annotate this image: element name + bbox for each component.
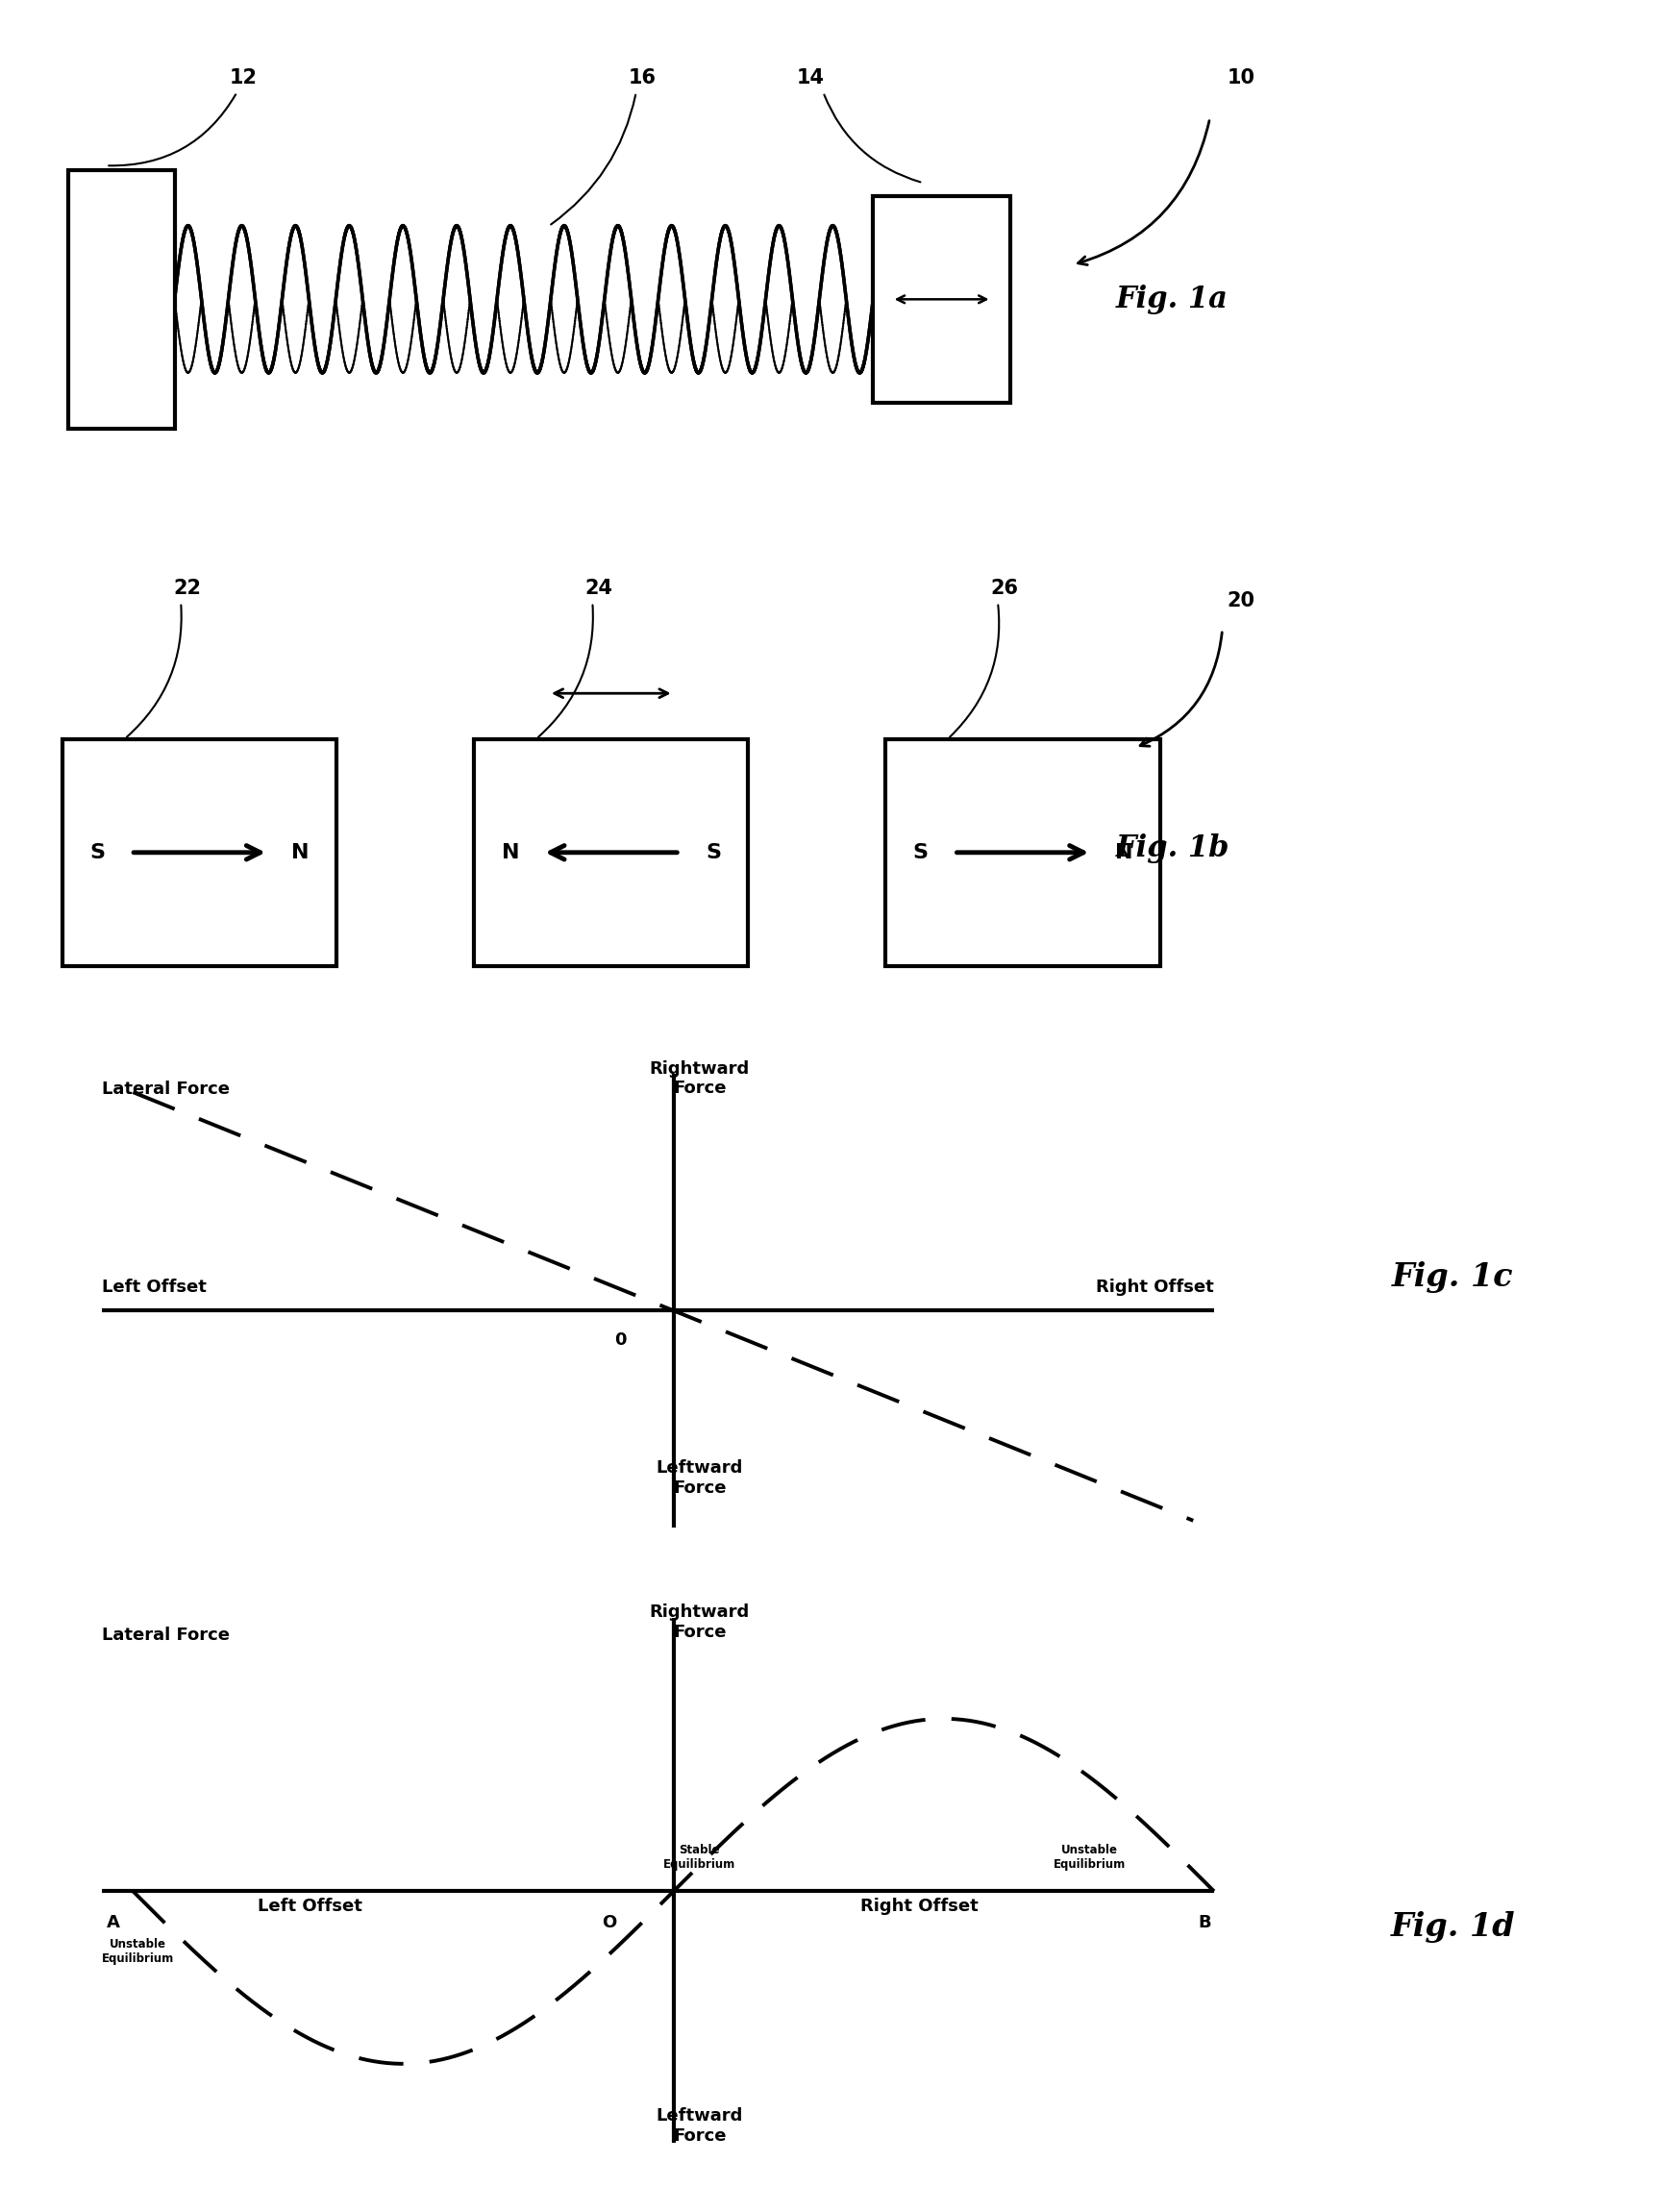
Text: B: B	[1199, 1913, 1212, 1931]
Text: Unstable
Equilibrium: Unstable Equilibrium	[101, 1938, 175, 1964]
FancyBboxPatch shape	[886, 739, 1161, 967]
Text: 12: 12	[229, 69, 258, 88]
Text: O: O	[602, 1913, 617, 1931]
Text: 22: 22	[173, 580, 201, 597]
Text: 0: 0	[615, 1332, 627, 1349]
Text: Left Offset: Left Offset	[101, 1279, 206, 1296]
Text: Rightward
Force: Rightward Force	[649, 1604, 750, 1641]
Text: Lateral Force: Lateral Force	[101, 1626, 229, 1644]
Text: S: S	[913, 843, 928, 863]
Text: Fig. 1c: Fig. 1c	[1392, 1261, 1513, 1292]
Text: Leftward
Force: Leftward Force	[657, 1460, 743, 1498]
Text: Lateral Force: Lateral Force	[101, 1079, 229, 1097]
Text: Leftward
Force: Leftward Force	[657, 2106, 743, 2143]
Text: 10: 10	[1227, 69, 1256, 88]
Text: Fig. 1a: Fig. 1a	[1116, 285, 1229, 314]
Text: Left Offset: Left Offset	[258, 1898, 363, 1916]
Text: 14: 14	[797, 69, 825, 88]
Text: 20: 20	[1227, 591, 1256, 611]
Text: Fig. 1b: Fig. 1b	[1116, 834, 1229, 863]
Text: 16: 16	[629, 69, 657, 88]
Text: Stable
Equilibrium: Stable Equilibrium	[664, 1845, 735, 1871]
Text: Fig. 1d: Fig. 1d	[1390, 1911, 1515, 1942]
Text: Unstable
Equilibrium: Unstable Equilibrium	[1053, 1845, 1126, 1871]
Text: Right Offset: Right Offset	[1096, 1279, 1214, 1296]
Text: Right Offset: Right Offset	[861, 1898, 978, 1916]
Text: Rightward
Force: Rightward Force	[649, 1060, 750, 1097]
Text: A: A	[106, 1913, 120, 1931]
Text: 24: 24	[585, 580, 612, 597]
Text: 26: 26	[989, 580, 1018, 597]
FancyBboxPatch shape	[63, 739, 336, 967]
FancyBboxPatch shape	[68, 170, 175, 429]
FancyBboxPatch shape	[873, 195, 1011, 403]
Text: N: N	[502, 843, 519, 863]
FancyBboxPatch shape	[474, 739, 748, 967]
Text: S: S	[705, 843, 722, 863]
Text: N: N	[1114, 843, 1133, 863]
Text: N: N	[291, 843, 309, 863]
Text: S: S	[90, 843, 105, 863]
